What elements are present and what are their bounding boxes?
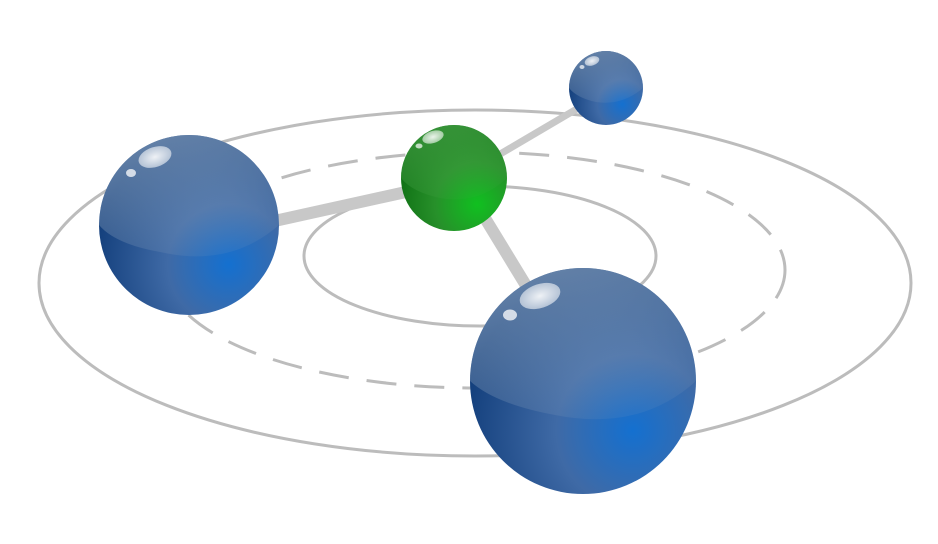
sphere-center-green (401, 125, 507, 231)
bond-bottom (474, 206, 536, 296)
sphere-top-right (569, 51, 643, 125)
sphere-bottom (470, 268, 696, 494)
sphere-left (99, 135, 279, 315)
bond-top-right (488, 96, 594, 164)
bond-left (268, 184, 417, 228)
highlight (138, 146, 172, 168)
outer-orbit (37, 108, 913, 458)
